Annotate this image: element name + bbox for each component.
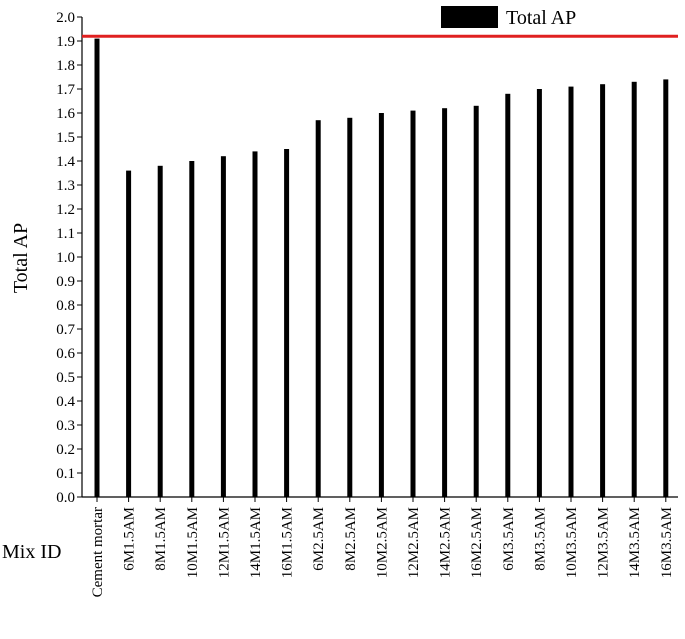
y-tick-label: 1.5 — [56, 130, 75, 146]
bar — [505, 93, 511, 498]
x-axis-title: Mix ID — [2, 541, 61, 563]
y-tick-label: 1.4 — [56, 154, 75, 170]
bar — [631, 81, 637, 498]
x-tick-label: 12M1.5AM — [216, 507, 232, 578]
y-tick-label: 0.7 — [56, 322, 75, 338]
bar — [410, 110, 416, 497]
y-tick-label: 0.8 — [56, 298, 75, 314]
bar — [568, 86, 574, 497]
x-tick-label: 8M1.5AM — [153, 507, 169, 571]
y-tick-label: 0.9 — [56, 274, 75, 290]
bar — [473, 105, 479, 498]
y-tick-label: 1.3 — [56, 178, 75, 194]
x-tick-label: 16M2.5AM — [469, 507, 485, 578]
y-tick-label: 1.8 — [56, 58, 75, 74]
y-tick-label: 1.0 — [56, 250, 75, 266]
bar — [442, 108, 448, 497]
y-axis: 0.0 0.1 0.2 0.3 0.4 0.5 0.6 0.7 0.8 0.9 1.0 1.1 1.2 1… — [56, 10, 83, 506]
bar — [252, 151, 258, 497]
y-tick-label: 0.4 — [56, 394, 75, 410]
y-tick-label: 1.9 — [56, 34, 75, 50]
x-tick-label: 12M3.5AM — [596, 507, 612, 578]
x-tick-label: 14M1.5AM — [248, 507, 264, 578]
bar — [157, 165, 163, 498]
legend-swatch — [441, 6, 498, 28]
bar — [220, 156, 226, 497]
y-tick-label: 2.0 — [56, 10, 75, 26]
bar — [378, 113, 384, 497]
y-tick-label: 0.2 — [56, 442, 75, 458]
y-tick-label: 0.6 — [56, 346, 75, 362]
y-tick-label: 0.5 — [56, 370, 75, 386]
x-tick-label: 8M3.5AM — [532, 507, 548, 571]
bar — [663, 79, 669, 498]
x-tick-label: 16M1.5AM — [280, 507, 296, 578]
x-axis: Cement mortar 6M1.5AM 8M1.5AM 10M1.5AM 12M1.… — [82, 496, 678, 597]
y-axis-title: Total AP — [10, 223, 32, 293]
bar — [600, 84, 606, 497]
x-tick-label: 12M2.5AM — [406, 507, 422, 578]
y-tick-label: 1.1 — [56, 226, 75, 242]
x-tick-label: 6M1.5AM — [122, 507, 138, 571]
x-tick-label: Cement mortar — [90, 507, 106, 597]
x-tick-label: 10M3.5AM — [564, 507, 580, 578]
legend: Total AP — [441, 6, 576, 29]
x-tick-label: 14M3.5AM — [627, 507, 643, 578]
y-tick-label: 1.6 — [56, 106, 75, 122]
bar — [284, 149, 290, 497]
x-tick-label: 14M2.5AM — [438, 507, 454, 578]
x-tick-label: 6M3.5AM — [501, 507, 517, 571]
y-tick-label: 0.0 — [56, 490, 75, 506]
bar — [347, 117, 353, 498]
y-tick-label: 1.2 — [56, 202, 75, 218]
bars — [94, 38, 669, 498]
y-tick-label: 0.1 — [56, 466, 75, 482]
bar — [315, 120, 321, 497]
x-tick-label: 10M1.5AM — [185, 507, 201, 578]
bar — [189, 161, 195, 497]
legend-label: Total AP — [506, 7, 576, 29]
x-tick-label: 16M3.5AM — [659, 507, 675, 578]
y-tick-label: 1.7 — [56, 82, 75, 98]
x-tick-label: 8M2.5AM — [343, 507, 359, 571]
bar — [126, 170, 132, 497]
bar — [536, 89, 542, 497]
y-tick-label: 0.3 — [56, 418, 75, 434]
x-tick-label: 10M2.5AM — [374, 507, 390, 578]
x-tick-label: 6M2.5AM — [311, 507, 327, 571]
bar — [94, 38, 100, 497]
